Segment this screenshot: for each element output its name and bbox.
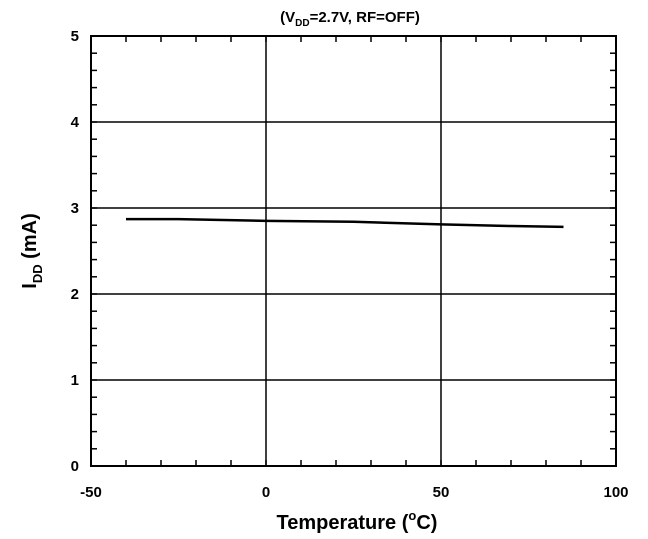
y-tick-label: 4 <box>71 114 80 131</box>
y-axis-label-suffix: (mA) <box>19 213 41 264</box>
y-tick-label: 3 <box>71 200 79 217</box>
plot-area <box>90 35 617 467</box>
x-axis-label-suffix: C) <box>416 512 437 534</box>
chart-title-prefix: (V <box>280 9 295 26</box>
x-tick-label: 100 <box>603 484 628 501</box>
y-tick-label: 1 <box>71 372 79 389</box>
y-axis-label-subscript: DD <box>30 264 45 283</box>
grid-lines <box>91 36 616 466</box>
series-layer <box>126 217 564 229</box>
x-tick-label: 50 <box>433 484 450 501</box>
y-axis-label-main: I <box>19 283 41 289</box>
y-tick-label: 2 <box>71 286 79 303</box>
y-tick-label: 0 <box>71 458 79 475</box>
x-tick-label: -50 <box>80 484 102 501</box>
x-axis-label-prefix: Temperature ( <box>277 512 409 534</box>
x-tick-label: 0 <box>262 484 270 501</box>
chart-title-subscript: DD <box>295 18 309 29</box>
x-axis-label: Temperature (oC) <box>277 508 438 534</box>
series-line <box>126 217 564 229</box>
chart-title-suffix: =2.7V, RF=OFF) <box>310 9 420 26</box>
x-axis-label-superscript: o <box>408 508 416 523</box>
y-tick-label: 5 <box>71 28 79 45</box>
y-axis-label: IDD (mA) <box>19 213 45 288</box>
minor-ticks <box>91 36 616 466</box>
chart-title: (VDD=2.7V, RF=OFF) <box>280 9 420 29</box>
